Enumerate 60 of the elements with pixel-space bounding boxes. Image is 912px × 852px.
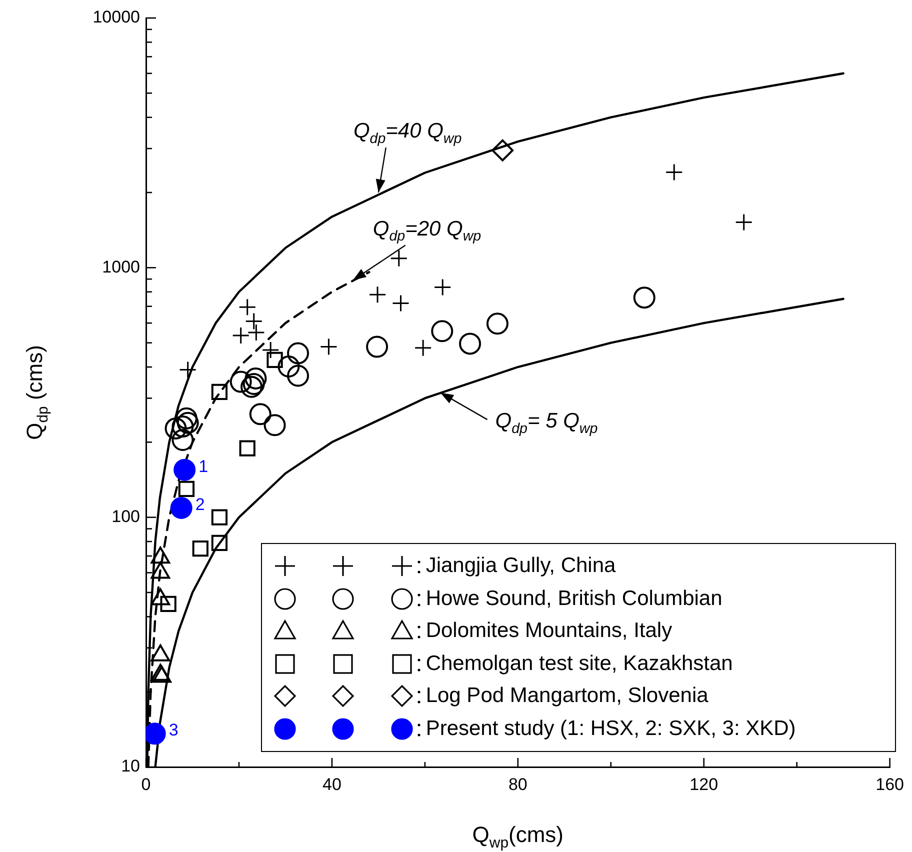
- point: [633, 286, 656, 309]
- point: [211, 509, 228, 526]
- point: [174, 458, 196, 481]
- annotation: 2: [195, 494, 205, 514]
- point: [278, 355, 300, 378]
- point: [459, 332, 482, 355]
- y-axis-title: Qdp (cms): [22, 345, 52, 440]
- point: [245, 312, 263, 330]
- legend-label: Present study (1: HSX, 2: SXK, 3: XKD): [426, 716, 796, 741]
- point: [249, 403, 272, 426]
- point: [164, 417, 187, 440]
- point: [431, 320, 454, 342]
- y-tick-label: 10000: [92, 8, 140, 27]
- annotation: 3: [168, 720, 178, 740]
- x-tick-label: 0: [141, 774, 151, 794]
- x-tick-label: 40: [322, 774, 342, 794]
- y-tick-label: 100: [112, 507, 140, 526]
- point: [230, 370, 252, 393]
- legend-label: Dolomites Mountains, Italy: [426, 619, 672, 644]
- x-tick-label: 80: [508, 774, 528, 794]
- point: [170, 496, 192, 519]
- point: [665, 164, 683, 182]
- y-tick-label: 1000: [102, 257, 140, 276]
- point: [238, 298, 256, 316]
- point: [175, 407, 198, 430]
- point: [392, 294, 410, 312]
- point: [390, 250, 408, 268]
- point: [486, 312, 508, 335]
- point: [287, 342, 310, 364]
- point: [172, 416, 194, 438]
- point: [172, 429, 194, 452]
- point: [192, 540, 208, 557]
- legend-label: Jiangjia Gully, China: [426, 554, 616, 578]
- point: [735, 214, 753, 232]
- legend-label: Log Pod Mangartom, Slovenia: [426, 684, 708, 708]
- point: [264, 414, 286, 436]
- point: [211, 384, 228, 400]
- point: [320, 338, 338, 356]
- legend-label: Howe Sound, British Columbian: [426, 586, 722, 611]
- point: [266, 352, 283, 368]
- point: [178, 480, 195, 497]
- legend-label: Chemolgan test site, Kazakhstan: [426, 652, 733, 676]
- x-tick-label: 160: [876, 774, 904, 794]
- point: [366, 336, 388, 358]
- y-tick-label: 10: [121, 756, 140, 776]
- point: [211, 534, 228, 551]
- point: [368, 286, 386, 304]
- point: [176, 412, 199, 434]
- point: [434, 278, 452, 296]
- point: [232, 326, 250, 344]
- point: [414, 339, 432, 357]
- point: [244, 367, 267, 390]
- point: [492, 139, 514, 162]
- point: [287, 364, 310, 387]
- x-tick-label: 120: [690, 774, 718, 794]
- annotation: 1: [198, 456, 208, 476]
- point: [179, 361, 197, 379]
- point: [247, 324, 265, 342]
- point: [262, 341, 280, 359]
- point: [239, 440, 256, 456]
